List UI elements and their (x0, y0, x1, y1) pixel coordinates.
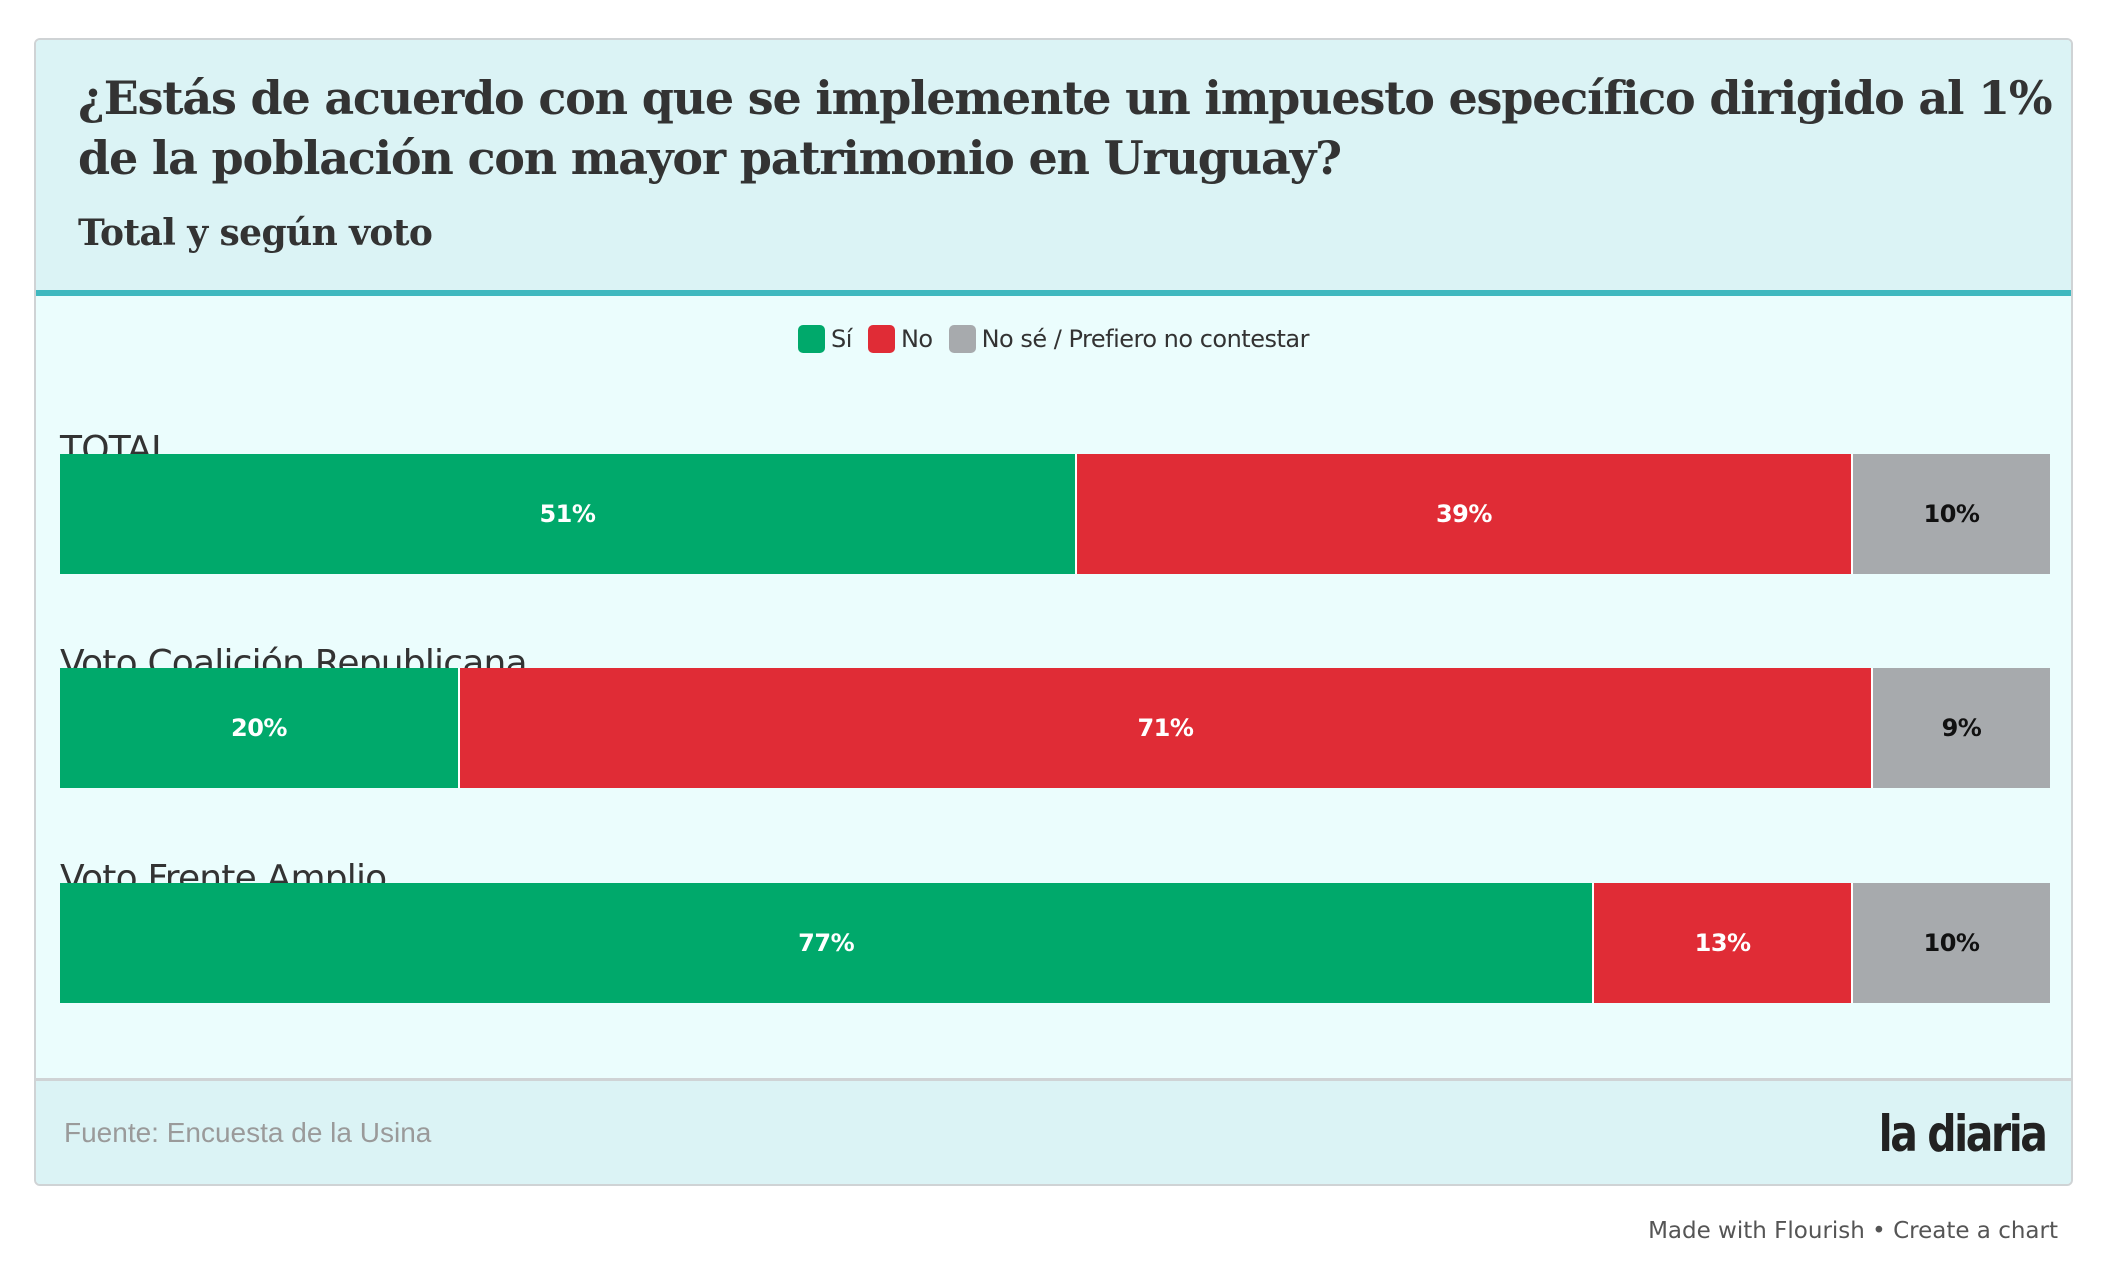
legend-label-no-se: No sé / Prefiero no contestar (981, 325, 1310, 353)
chart-title: ¿Estás de acuerdo con que se implemente … (78, 71, 2053, 185)
legend-item-si[interactable]: Sí (798, 325, 852, 353)
data-label-no: 39% (1435, 500, 1492, 528)
source-note: Fuente: Encuesta de la Usina (64, 1117, 432, 1148)
bar-segment-no[interactable]: 39% (1074, 454, 1851, 574)
bar-segment-si[interactable]: 77% (60, 883, 1593, 1003)
legend-swatch-si (798, 325, 826, 353)
chart-footer: Fuente: Encuesta de la Usina la diaria (36, 1078, 2071, 1184)
la-diaria-logo[interactable]: la diaria (1878, 1105, 2047, 1163)
data-label-si: 20% (231, 714, 287, 742)
bar-segment-no-se[interactable]: 9% (1870, 668, 2050, 788)
bar-segment-si[interactable]: 20% (60, 668, 458, 788)
legend-item-no-se[interactable]: No sé / Prefiero no contestar (948, 325, 1310, 353)
chart-subtitle: Total y según voto (78, 212, 433, 254)
stacked-bar-total: 51% 39% 10% (60, 454, 2050, 574)
create-chart-link[interactable]: Create a chart (1893, 1218, 2058, 1244)
legend: Sí No No sé / Prefiero no contestar (36, 322, 2071, 356)
stacked-bar-voto-frente-amplio: 77% 13% 10% (60, 883, 2050, 1003)
bar-segment-no-se[interactable]: 10% (1851, 883, 2050, 1003)
data-label-si: 77% (798, 929, 855, 957)
data-label-no-se: 10% (1923, 500, 1980, 528)
data-label-no: 13% (1694, 929, 1751, 957)
data-label-no: 71% (1137, 714, 1194, 742)
flourish-credit: Made with Flourish • Create a chart (1648, 1218, 2058, 1244)
bar-segment-si[interactable]: 51% (60, 454, 1075, 574)
legend-swatch-no-se (948, 325, 976, 353)
stacked-bar-voto-coalicion-republicana: 20% 71% 9% (60, 668, 2050, 788)
data-label-si: 51% (539, 500, 596, 528)
made-with-flourish-link[interactable]: Made with Flourish (1648, 1218, 1865, 1244)
chart-card: ¿Estás de acuerdo con que se implemente … (34, 38, 2073, 1186)
bar-segment-no-se[interactable]: 10% (1851, 454, 2050, 574)
data-label-no-se: 9% (1941, 714, 1982, 742)
bar-segment-no[interactable]: 71% (458, 668, 1871, 788)
credit-separator: • (1864, 1218, 1894, 1244)
legend-item-no[interactable]: No (867, 325, 933, 353)
legend-label-si: Sí (831, 325, 852, 353)
data-label-no-se: 10% (1923, 929, 1980, 957)
chart-header: ¿Estás de acuerdo con que se implemente … (36, 40, 2071, 296)
legend-swatch-no (867, 325, 895, 353)
legend-label-no: No (900, 325, 933, 353)
bar-segment-no[interactable]: 13% (1592, 883, 1851, 1003)
